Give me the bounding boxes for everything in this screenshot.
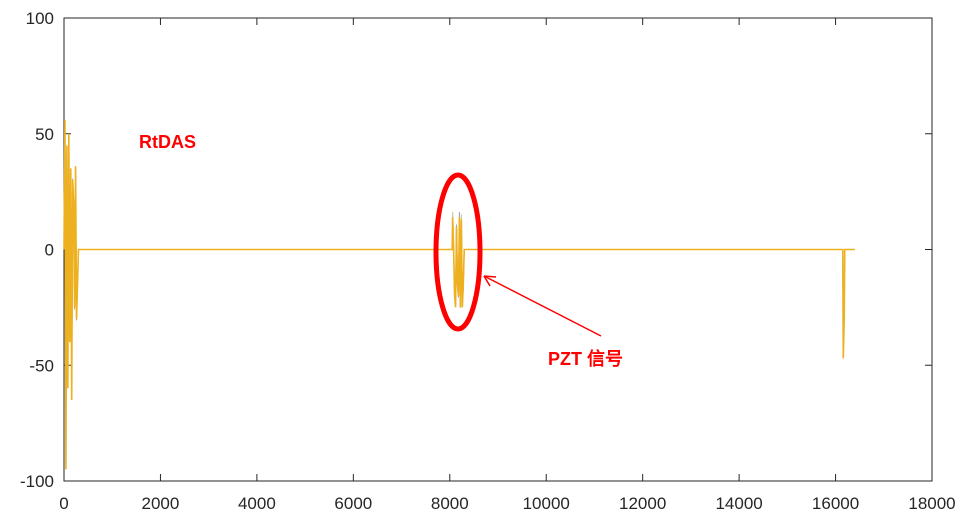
- y-tick-label: 0: [45, 241, 54, 260]
- x-tick-label: 14000: [715, 494, 762, 513]
- x-tick-label: 10000: [523, 494, 570, 513]
- x-tick-label: 0: [59, 494, 68, 513]
- x-axis: 0 2000 4000 6000 8000 10000 12000 14000 16000 180…: [59, 18, 956, 513]
- annotation-arrow-head: [483, 275, 497, 287]
- rtdas-label: RtDAS: [139, 132, 196, 152]
- pzt-signal-label: PZT 信号: [548, 348, 623, 369]
- series-group: [63, 119, 855, 470]
- x-tick-label: 8000: [431, 494, 469, 513]
- y-tick-label: 100: [26, 9, 54, 28]
- y-tick-label: -100: [20, 472, 54, 491]
- highlight-ellipse: [433, 172, 483, 332]
- y-tick-label: 50: [35, 125, 54, 144]
- x-tick-label: 12000: [619, 494, 666, 513]
- annotation-arrow-line: [483, 275, 602, 337]
- x-tick-label: 4000: [238, 494, 276, 513]
- y-tick-label: -50: [29, 356, 54, 375]
- x-tick-label: 6000: [334, 494, 372, 513]
- series-line: [63, 119, 855, 470]
- x-tick-label: 18000: [908, 494, 955, 513]
- x-tick-label: 16000: [812, 494, 859, 513]
- x-tick-label: 2000: [142, 494, 180, 513]
